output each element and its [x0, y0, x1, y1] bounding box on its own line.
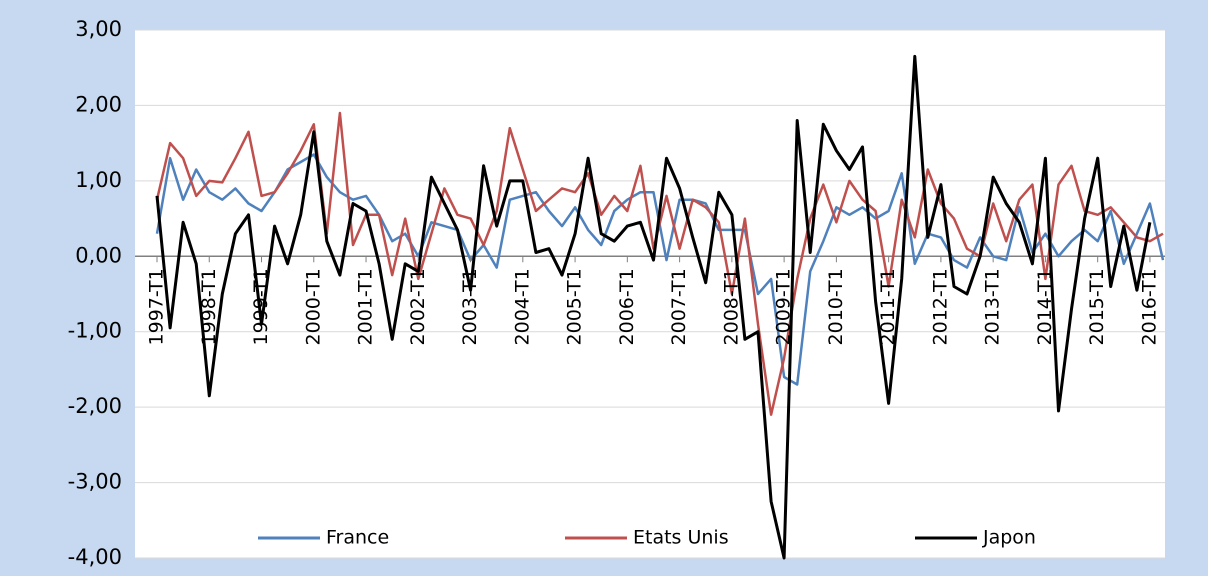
x-tick-label: 2009-T1	[773, 268, 795, 345]
y-tick-label: -2,00	[68, 394, 122, 418]
x-tick-label: 2005-T1	[564, 268, 586, 345]
x-tick-label: 1997-T1	[146, 268, 168, 345]
x-tick-label: 2006-T1	[616, 268, 638, 345]
x-tick-label: 1999-T1	[250, 268, 272, 345]
x-tick-label: 2010-T1	[825, 268, 847, 345]
y-tick-label: 2,00	[75, 92, 122, 116]
legend-label: Japon	[982, 527, 1036, 549]
x-tick-label: 2012-T1	[929, 268, 951, 345]
y-tick-label: -1,00	[68, 319, 122, 343]
y-tick-label: 3,00	[75, 17, 122, 41]
x-tick-label: 2000-T1	[302, 268, 324, 345]
series-line	[155, 54, 1152, 560]
legend-label: France	[326, 527, 389, 549]
y-tick-label: 0,00	[75, 243, 122, 267]
x-tick-label: 2015-T1	[1086, 268, 1108, 345]
x-tick-label: 2014-T1	[1034, 268, 1056, 345]
legend-label: Etats Unis	[633, 527, 729, 549]
y-tick-label: 1,00	[75, 168, 122, 192]
plot-area	[135, 30, 1165, 558]
x-tick-label: 2007-T1	[668, 268, 690, 345]
x-tick-label: 2013-T1	[982, 268, 1004, 345]
x-tick-label: 2003-T1	[459, 268, 481, 345]
x-tick-label: 2002-T1	[407, 268, 429, 345]
x-tick-label: 2016-T1	[1138, 268, 1160, 345]
x-tick-label: 1998-T1	[198, 268, 220, 345]
x-tick-label: 2008-T1	[720, 268, 742, 345]
x-tick-label: 2001-T1	[355, 268, 377, 345]
x-tick-label: 2004-T1	[511, 268, 533, 345]
y-tick-label: -4,00	[68, 545, 122, 569]
x-tick-label: 2011-T1	[877, 268, 899, 345]
y-tick-label: -3,00	[68, 470, 122, 494]
